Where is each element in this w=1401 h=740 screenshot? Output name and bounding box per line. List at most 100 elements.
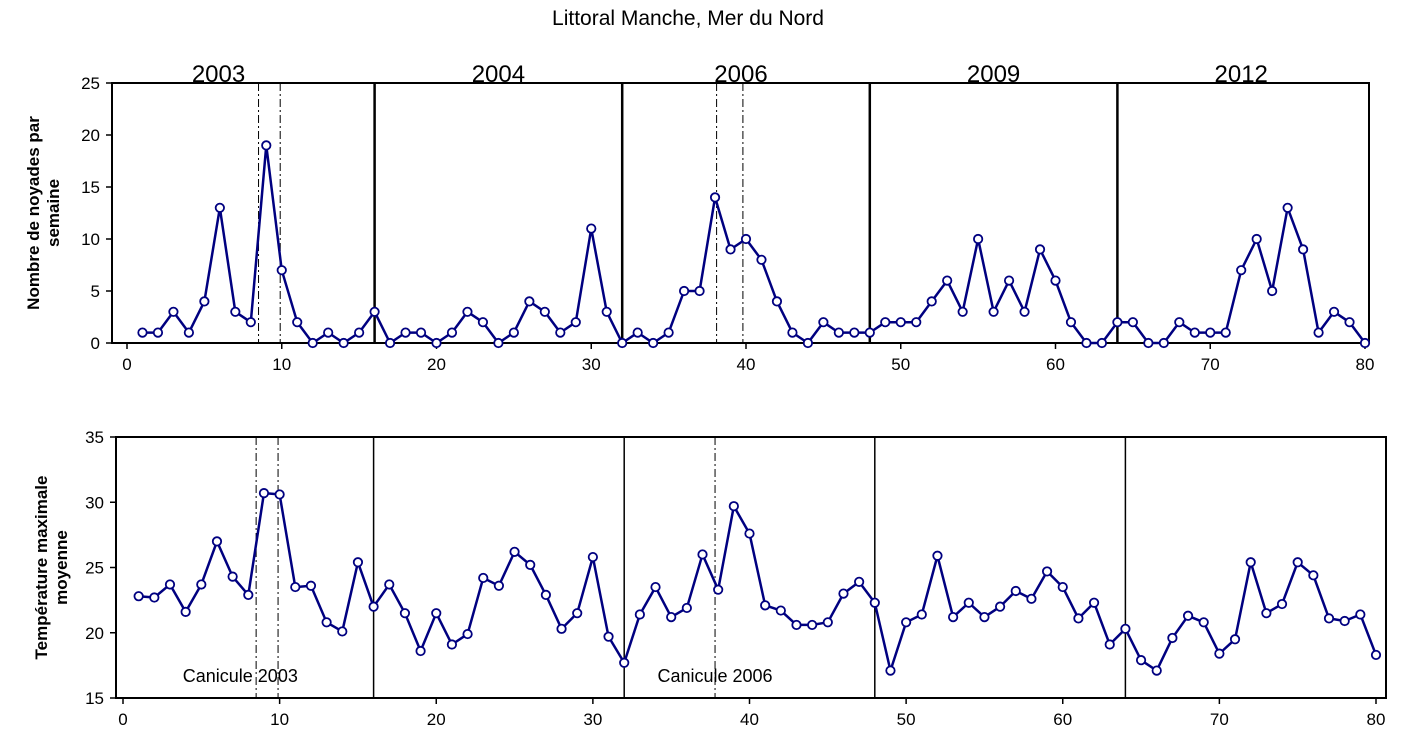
data-point: [1003, 275, 1015, 286]
data-point: [415, 645, 426, 657]
y-axis-label: Nombre de noyades parsemaine: [24, 116, 63, 310]
data-point: [1081, 337, 1092, 349]
data-point: [1096, 337, 1108, 349]
data-point: [525, 559, 536, 570]
data-point: [634, 609, 645, 620]
plot-frame: [111, 82, 1370, 344]
data-point: [760, 600, 771, 611]
data-point: [709, 192, 721, 203]
data-point: [384, 337, 396, 349]
data-point: [833, 327, 844, 338]
data-point: [957, 306, 968, 317]
data-point: [478, 572, 489, 584]
data-point: [230, 306, 241, 317]
data-point: [214, 202, 225, 213]
year-label: 2012: [1215, 61, 1268, 88]
data-point: [1120, 623, 1131, 634]
data-point: [400, 327, 411, 338]
data-point: [245, 317, 256, 328]
data-point: [948, 611, 959, 623]
data-point: [524, 296, 535, 307]
data-point: [196, 579, 207, 590]
series-line: [138, 491, 1378, 672]
data-point: [988, 306, 999, 317]
data-point: [1135, 655, 1147, 666]
data-point: [681, 602, 692, 614]
data-point: [603, 631, 614, 642]
data-point: [354, 327, 365, 338]
data-point: [1220, 327, 1231, 338]
y-tick-label: 20: [85, 624, 104, 643]
data-point: [168, 306, 179, 317]
y-tick-label: 15: [81, 178, 100, 197]
data-point: [290, 581, 301, 593]
data-point: [307, 337, 318, 349]
data-point: [869, 597, 880, 608]
data-point: [1298, 244, 1309, 255]
data-point: [895, 317, 906, 328]
data-point: [619, 657, 630, 668]
data-point: [338, 337, 349, 349]
data-point: [663, 327, 674, 338]
x-tick-label: 0: [122, 355, 131, 374]
data-point: [1229, 634, 1241, 645]
data-point: [632, 327, 643, 338]
data-point: [1236, 265, 1247, 276]
data-point: [807, 619, 818, 631]
data-point: [1065, 317, 1077, 328]
data-point: [1359, 337, 1371, 349]
data-point: [617, 337, 628, 349]
data-point: [1050, 275, 1061, 286]
x-tick-label: 0: [118, 710, 127, 729]
data-point: [539, 306, 550, 317]
x-tick-label: 70: [1201, 355, 1220, 374]
data-point: [1267, 285, 1278, 297]
data-point: [740, 233, 752, 245]
data-point: [431, 337, 442, 349]
x-tick-label: 60: [1053, 710, 1072, 729]
data-point: [771, 296, 783, 307]
data-point: [1073, 613, 1084, 624]
y-tick-label: 25: [81, 74, 100, 93]
annotation-label: Canicule 2003: [183, 666, 298, 686]
data-point: [384, 579, 395, 590]
data-point: [540, 589, 551, 601]
data-point: [1292, 557, 1303, 568]
annotation-label: Canicule 2006: [657, 666, 772, 686]
data-point: [431, 608, 442, 619]
data-point: [243, 589, 254, 601]
data-point: [1214, 648, 1225, 659]
data-point: [697, 549, 708, 560]
data-point: [587, 551, 598, 563]
data-point: [678, 285, 690, 297]
data-point: [1182, 610, 1194, 621]
data-point: [1370, 649, 1382, 661]
y-tick-label: 30: [85, 493, 104, 512]
y-tick-label: 20: [81, 126, 100, 145]
data-point: [1088, 597, 1100, 608]
x-tick-label: 40: [737, 355, 756, 374]
year-label: 2006: [714, 61, 767, 88]
y-tick-label: 15: [85, 689, 104, 708]
data-point: [849, 327, 860, 338]
data-point: [963, 597, 974, 608]
data-point: [493, 337, 504, 349]
data-point: [199, 296, 210, 307]
data-point: [227, 571, 238, 582]
data-point: [787, 327, 798, 338]
data-point: [979, 611, 990, 623]
data-point: [509, 546, 520, 557]
data-point: [601, 306, 612, 317]
year-label: 2004: [472, 61, 525, 88]
data-point: [352, 557, 364, 568]
y-axis-label: Température maximalemoyenne: [32, 476, 71, 660]
data-point: [305, 580, 317, 591]
y-tick-label: 5: [91, 282, 100, 301]
data-point: [822, 617, 833, 628]
data-point: [838, 588, 849, 599]
x-tick-label: 80: [1356, 355, 1375, 374]
data-point: [1026, 593, 1037, 604]
data-point: [880, 317, 891, 328]
data-point: [1189, 327, 1200, 338]
